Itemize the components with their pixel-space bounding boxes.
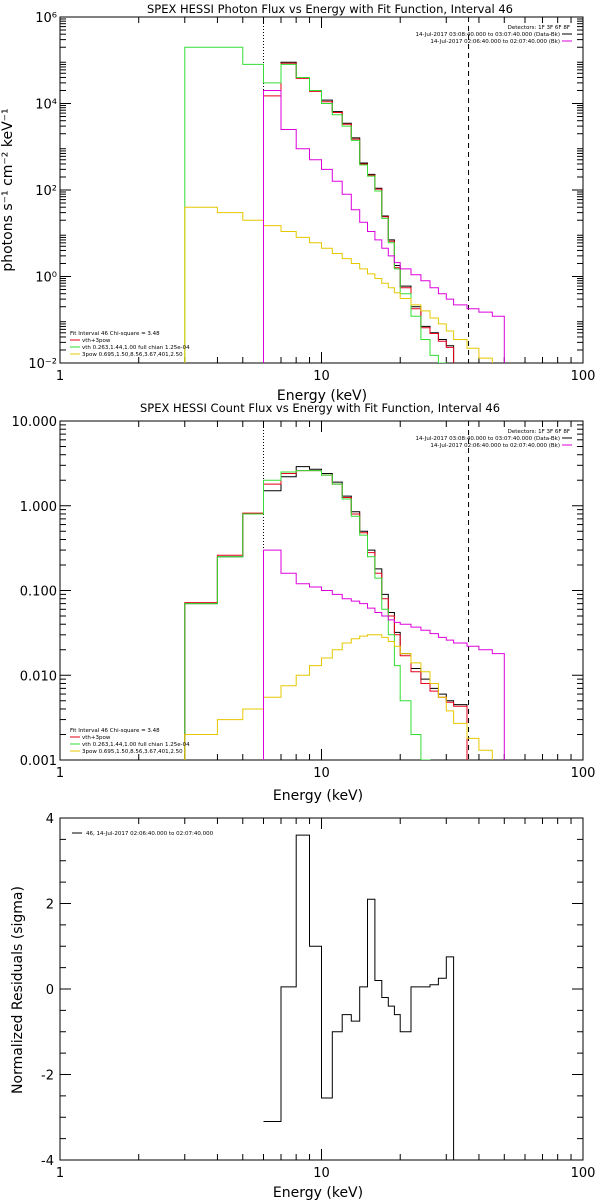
y-tick-label: -2 xyxy=(41,1069,54,1084)
y-tick-label: 0.010 xyxy=(20,669,57,684)
y-tick-label: 1.000 xyxy=(20,500,57,515)
fit-item-text: vth 0.263,1.44,1.00 full chian 1.25e-04 xyxy=(82,742,190,748)
x-tick-label: 100 xyxy=(571,766,596,781)
x-axis-label: Energy (keV) xyxy=(273,1185,363,1200)
photon-flux-panel: SPEX HESSI Photon Flux vs Energy with Fi… xyxy=(0,2,595,404)
y-tick-label: 2 xyxy=(46,898,54,913)
series-line xyxy=(184,470,468,760)
legend-entry-text: 14-Jul-2017 02:06:40.000 to 02:07:40.000… xyxy=(430,443,560,449)
y-tick-label: 10.000 xyxy=(12,415,58,430)
legend-entry-text: 14-Jul-2017 03:08:40.000 to 03:07:40.000… xyxy=(416,436,561,442)
x-tick-label: 100 xyxy=(571,369,596,384)
residuals-panel: Energy (keV) Normalized Residuals (sigma… xyxy=(10,812,595,1200)
y-tick-label: 10² xyxy=(35,184,57,199)
legend-entry-text: 46, 14-Jul-2017 02:06:40.000 to 02:07:40… xyxy=(86,831,214,837)
x-tick-label: 10 xyxy=(313,766,330,781)
y-tick-label: 10⁰ xyxy=(35,271,57,286)
y-tick-label: 0 xyxy=(46,983,54,998)
y-tick-label: 4 xyxy=(46,812,54,827)
series-line xyxy=(184,634,526,760)
fit-item-text: 3pow 0.695,1.50,8.56,3.67,401,2.50 xyxy=(82,352,183,358)
x-tick-label: 10 xyxy=(313,1166,330,1181)
x-tick-label: 1 xyxy=(56,766,64,781)
y-tick-label: 0.001 xyxy=(20,754,57,769)
series-line xyxy=(263,61,455,363)
y-tick-label: 0.100 xyxy=(20,585,57,600)
series-line xyxy=(263,549,505,760)
series-line xyxy=(184,46,468,363)
fit-item-text: vth 0.263,1.44,1.00 full chian 1.25e-04 xyxy=(82,345,190,351)
series-line xyxy=(263,62,455,363)
count-flux-panel: SPEX HESSI Count Flux vs Energy with Fit… xyxy=(12,401,596,804)
chart-title: SPEX HESSI Count Flux vs Energy with Fit… xyxy=(140,401,500,415)
chart-title: SPEX HESSI Photon Flux vs Energy with Fi… xyxy=(147,2,513,16)
x-axis-label: Energy (keV) xyxy=(277,388,367,404)
series-line xyxy=(184,470,439,760)
series-line xyxy=(184,466,468,760)
x-tick-label: 10 xyxy=(313,369,330,384)
fit-header: Fit Interval 46 Chi-square = 3.48 xyxy=(70,728,160,734)
y-tick-label: -4 xyxy=(41,1154,54,1169)
x-axis-label: Energy (keV) xyxy=(273,788,363,804)
y-axis-label: Normalized Residuals (sigma) xyxy=(10,886,26,1094)
y-tick-label: 10⁴ xyxy=(35,98,57,113)
plot-frame xyxy=(59,16,584,364)
x-tick-label: 100 xyxy=(571,1166,596,1181)
y-tick-label: 10⁻² xyxy=(28,357,57,372)
legend-entry-text: 14-Jul-2017 02:06:40.000 to 02:07:40.000… xyxy=(430,39,560,45)
fit-item-text: vth+3pow xyxy=(82,735,111,741)
series-line xyxy=(263,834,455,1160)
x-tick-label: 1 xyxy=(56,1166,64,1181)
legend-detectors: Detectors: 1F 3F 6F 8F xyxy=(508,25,570,31)
legend-entry-text: 14-Jul-2017 03:08:40.000 to 03:07:40.000… xyxy=(416,32,561,38)
x-tick-label: 1 xyxy=(56,369,64,384)
y-axis-label: photons s⁻¹ cm⁻² keV⁻¹ xyxy=(0,108,16,271)
series-line xyxy=(263,90,505,363)
fit-item-text: vth+3pow xyxy=(82,338,111,344)
y-tick-label: 10⁶ xyxy=(35,11,57,26)
series-line xyxy=(184,206,526,363)
fit-item-text: 3pow 0.695,1.50,8.56,3.67,401,2.50 xyxy=(82,749,183,755)
fit-header: Fit Interval 46 Chi-square = 3.48 xyxy=(70,331,160,337)
legend-detectors: Detectors: 1F 3F 6F 8F xyxy=(508,429,570,435)
